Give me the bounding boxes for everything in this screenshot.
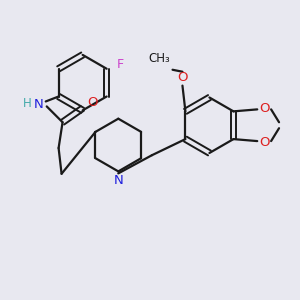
Text: O: O <box>259 136 269 148</box>
Text: N: N <box>34 98 44 111</box>
Text: F: F <box>117 58 124 71</box>
Text: O: O <box>87 96 98 109</box>
Text: O: O <box>177 71 188 84</box>
Text: N: N <box>113 174 123 187</box>
Text: H: H <box>22 97 31 110</box>
Text: O: O <box>259 102 269 115</box>
Text: CH₃: CH₃ <box>149 52 170 65</box>
